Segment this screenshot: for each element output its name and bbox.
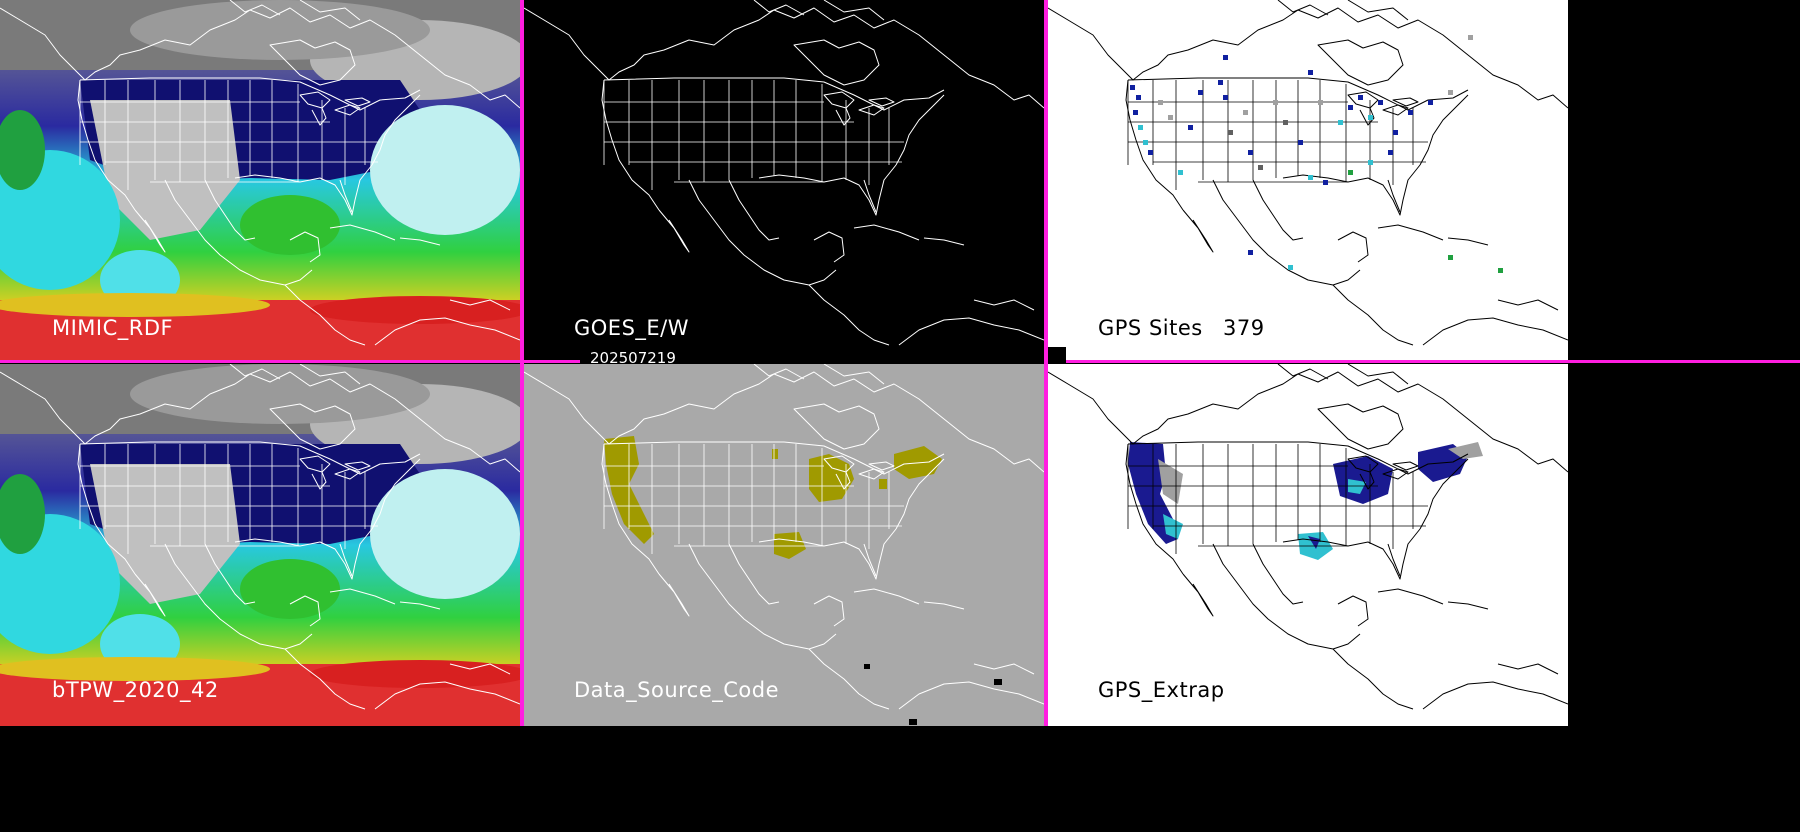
panel-label-mimic: MIMIC_RDF: [52, 316, 174, 340]
data-source-regions: [604, 436, 942, 559]
data-source-map: [524, 364, 1044, 725]
panel-goes: GOES_E/W: [524, 0, 1044, 360]
panel-data-source: Data_Source_Code: [524, 364, 1044, 726]
panel-gps-extrap: GPS_Extrap: [1048, 364, 1568, 726]
panel-label-data-source: Data_Source_Code: [574, 678, 780, 702]
panel-label-goes: GOES_E/W: [574, 316, 690, 340]
vertical-divider-2: [1044, 0, 1048, 726]
tpw-map-btpw: [0, 364, 520, 726]
panel-mimic-rdf: MIMIC_RDF: [0, 0, 520, 360]
timestamp-bar: 202507219: [580, 347, 1066, 367]
gps-sites-map: [1048, 0, 1568, 346]
gps-extrap-regions: [1128, 442, 1483, 560]
no-data-patches: [864, 664, 1002, 725]
gps-site-markers: [1130, 35, 1503, 273]
panel-btpw: bTPW_2020_42: [0, 364, 520, 726]
panel-gps-sites: GPS Sites 379: [1048, 0, 1568, 360]
vertical-divider-1: [520, 0, 524, 726]
outline-map-goes: [524, 0, 1044, 346]
panel-label-gps-sites: GPS Sites: [1098, 316, 1203, 340]
timestamp: 202507219: [590, 349, 676, 367]
panel-label-btpw: bTPW_2020_42: [52, 678, 219, 702]
gps-site-count: 379: [1223, 316, 1265, 340]
panel-label-gps-extrap: GPS_Extrap: [1098, 678, 1225, 702]
tpw-map-mimic: [0, 0, 520, 360]
gps-extrap-map: [1048, 364, 1568, 710]
